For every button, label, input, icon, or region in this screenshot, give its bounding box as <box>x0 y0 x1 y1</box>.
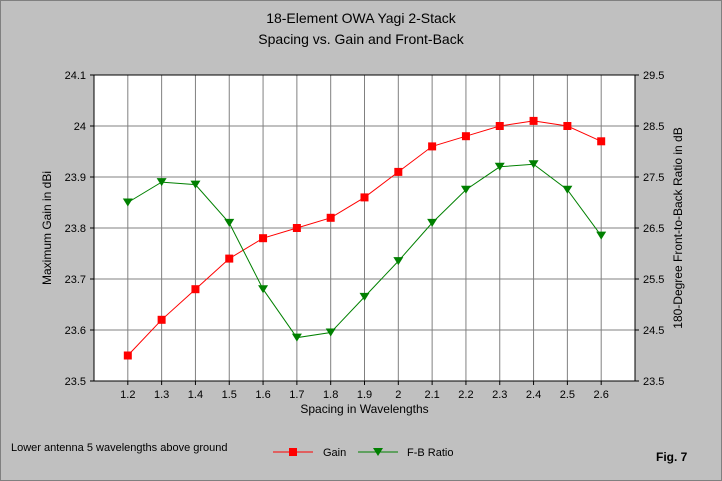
y-left-tick-label: 23.7 <box>65 274 86 286</box>
x-tick-label: 1.8 <box>323 389 338 401</box>
y-left-tick-label: 24 <box>74 121 86 133</box>
y-right-tick-label: 23.5 <box>643 376 664 388</box>
data-point-gain <box>563 122 572 130</box>
data-point-gain <box>597 137 606 146</box>
data-point-gain <box>428 142 437 151</box>
footnote: Lower antenna 5 wavelengths above ground <box>11 442 228 454</box>
data-point-f-b-ratio <box>494 162 505 171</box>
x-tick-label: 2 <box>395 389 401 401</box>
data-point-f-b-ratio <box>122 198 133 207</box>
data-point-gain <box>225 254 234 263</box>
y-right-tick-label: 24.5 <box>643 325 664 337</box>
x-tick-label: 2.1 <box>424 389 439 401</box>
x-tick-label: 2.3 <box>492 389 507 401</box>
legend: Gain F-B Ratio <box>273 447 453 459</box>
y-right-tick-label: 28.5 <box>643 121 664 133</box>
data-point-gain <box>157 315 166 324</box>
data-point-f-b-ratio <box>359 292 370 301</box>
data-point-f-b-ratio <box>258 285 269 294</box>
legend-label-gain: Gain <box>323 447 346 459</box>
x-tick-label: 2.5 <box>560 389 575 401</box>
data-point-f-b-ratio <box>325 328 336 337</box>
legend-label-fb-ratio: F-B Ratio <box>407 447 453 459</box>
ticks: 1.2 1.3 1.4 1.5 1.6 1.7 1.8 1.9 2 2.1 2.2 2.3 2.4 2.5… <box>65 70 665 401</box>
y-left-axis-label: Maximum Gain in dBi <box>40 171 54 285</box>
data-point-gain <box>123 351 132 360</box>
y-right-tick-label: 29.5 <box>643 70 664 82</box>
x-tick-label: 1.7 <box>289 389 304 401</box>
x-tick-label: 2.4 <box>526 389 541 401</box>
data-point-gain <box>259 234 268 243</box>
legend-item-fb-ratio: F-B Ratio <box>358 447 453 459</box>
x-tick-label: 2.2 <box>458 389 473 401</box>
y-left-tick-label: 23.8 <box>65 223 86 235</box>
legend-marker-fb-ratio <box>373 448 383 456</box>
x-tick-label: 1.2 <box>120 389 135 401</box>
data-point-f-b-ratio <box>596 231 607 240</box>
data-point-gain <box>461 132 470 141</box>
x-tick-label: 1.6 <box>255 389 270 401</box>
data-point-f-b-ratio <box>427 218 438 227</box>
data-point-f-b-ratio <box>528 160 539 169</box>
data-point-gain <box>191 285 200 294</box>
chart-title: 18-Element OWA Yagi 2-Stack <box>266 10 457 26</box>
x-tick-label: 1.9 <box>357 389 372 401</box>
data-point-f-b-ratio <box>291 333 302 342</box>
x-tick-label: 1.5 <box>222 389 237 401</box>
plot-border <box>93 74 636 382</box>
data-point-f-b-ratio <box>460 185 471 194</box>
y-right-tick-label: 26.5 <box>643 223 664 235</box>
data-point-gain <box>529 116 538 125</box>
data-point-f-b-ratio <box>156 178 167 187</box>
legend-item-gain: Gain <box>273 447 346 459</box>
y-left-tick-label: 23.6 <box>65 325 86 337</box>
x-axis-label: Spacing in Wavelengths <box>300 402 428 416</box>
y-left-tick-label: 23.5 <box>65 376 86 388</box>
figure-label: Fig. 7 <box>656 450 688 464</box>
legend-marker-gain <box>289 448 297 456</box>
y-right-axis-label: 180-Degree Front-to-Back Ratio in dB <box>671 127 685 328</box>
y-left-tick-label: 24.1 <box>65 70 86 82</box>
data-point-f-b-ratio <box>562 185 573 194</box>
data-point-gain <box>326 213 335 222</box>
y-right-tick-label: 27.5 <box>643 172 664 184</box>
x-tick-label: 2.6 <box>594 389 609 401</box>
y-right-tick-label: 25.5 <box>643 274 664 286</box>
data-point-gain <box>394 167 403 176</box>
data-point-f-b-ratio <box>224 218 235 227</box>
data-point-f-b-ratio <box>190 180 201 189</box>
data-point-gain <box>495 122 504 130</box>
data-point-f-b-ratio <box>393 257 404 266</box>
chart-subtitle: Spacing vs. Gain and Front-Back <box>258 31 464 47</box>
y-left-tick-label: 23.9 <box>65 172 86 184</box>
data-point-gain <box>292 224 301 232</box>
series-group <box>122 116 607 360</box>
data-point-gain <box>360 193 369 202</box>
x-tick-label: 1.4 <box>188 389 203 401</box>
x-tick-label: 1.3 <box>154 389 169 401</box>
